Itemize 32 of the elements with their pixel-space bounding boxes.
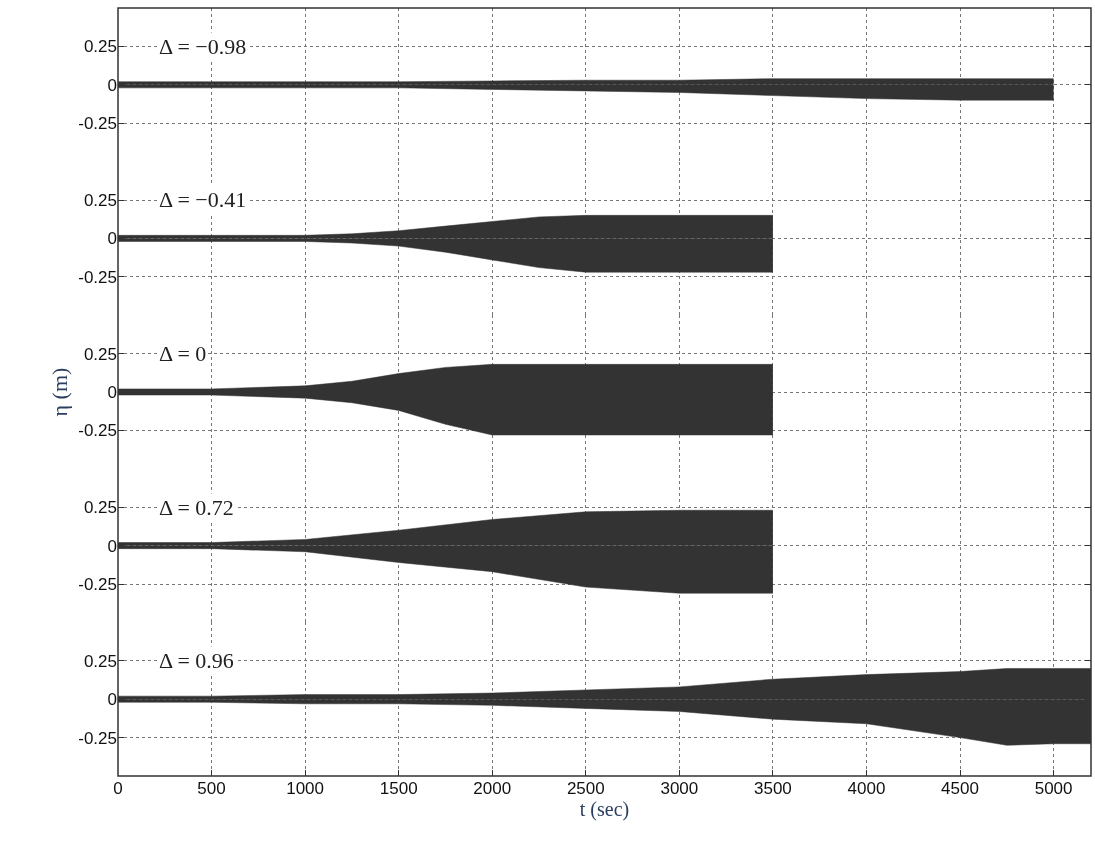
x-tick-label: 1000 — [286, 779, 325, 798]
x-tick-label: 5000 — [1034, 779, 1073, 798]
y-tick-label: 0.25 — [83, 651, 117, 671]
y-tick-label: 0.25 — [83, 344, 117, 364]
annotation: Δ = −0.41 — [159, 187, 247, 212]
x-tick-label: 2000 — [473, 779, 512, 798]
y-tick-label: -0.25 — [78, 421, 117, 441]
annotation: Δ = −0.98 — [159, 34, 247, 59]
y-tick-label: 0.25 — [83, 190, 117, 210]
y-tick-label: -0.25 — [78, 114, 117, 134]
annotation: Δ = 0.96 — [159, 648, 234, 673]
y-tick-label: 0 — [107, 229, 117, 249]
y-tick-label: -0.25 — [78, 728, 117, 748]
y-tick-label: 0.25 — [83, 498, 117, 518]
annotation: Δ = 0.72 — [159, 495, 234, 520]
y-tick-label: -0.25 — [78, 574, 117, 594]
x-tick-label: 500 — [197, 779, 226, 798]
x-tick-label: 4500 — [941, 779, 979, 798]
x-tick-label: 3500 — [753, 779, 792, 798]
y-tick-label: 0 — [107, 75, 117, 95]
y-tick-label: 0.25 — [83, 37, 117, 57]
x-axis-title: t (sec) — [579, 798, 630, 821]
y-tick-label: 0 — [107, 382, 117, 402]
x-tick-label: 1500 — [379, 779, 418, 798]
y-axis-title: η (m) — [47, 367, 73, 417]
annotation: Δ = 0 — [159, 341, 207, 366]
y-tick-label: 0 — [107, 690, 117, 710]
y-tick-label: 0 — [107, 536, 117, 556]
x-tick-label: 2500 — [566, 779, 605, 798]
x-tick-label: 3000 — [660, 779, 699, 798]
x-tick-label: 4000 — [847, 779, 886, 798]
y-tick-label: -0.25 — [78, 267, 117, 287]
